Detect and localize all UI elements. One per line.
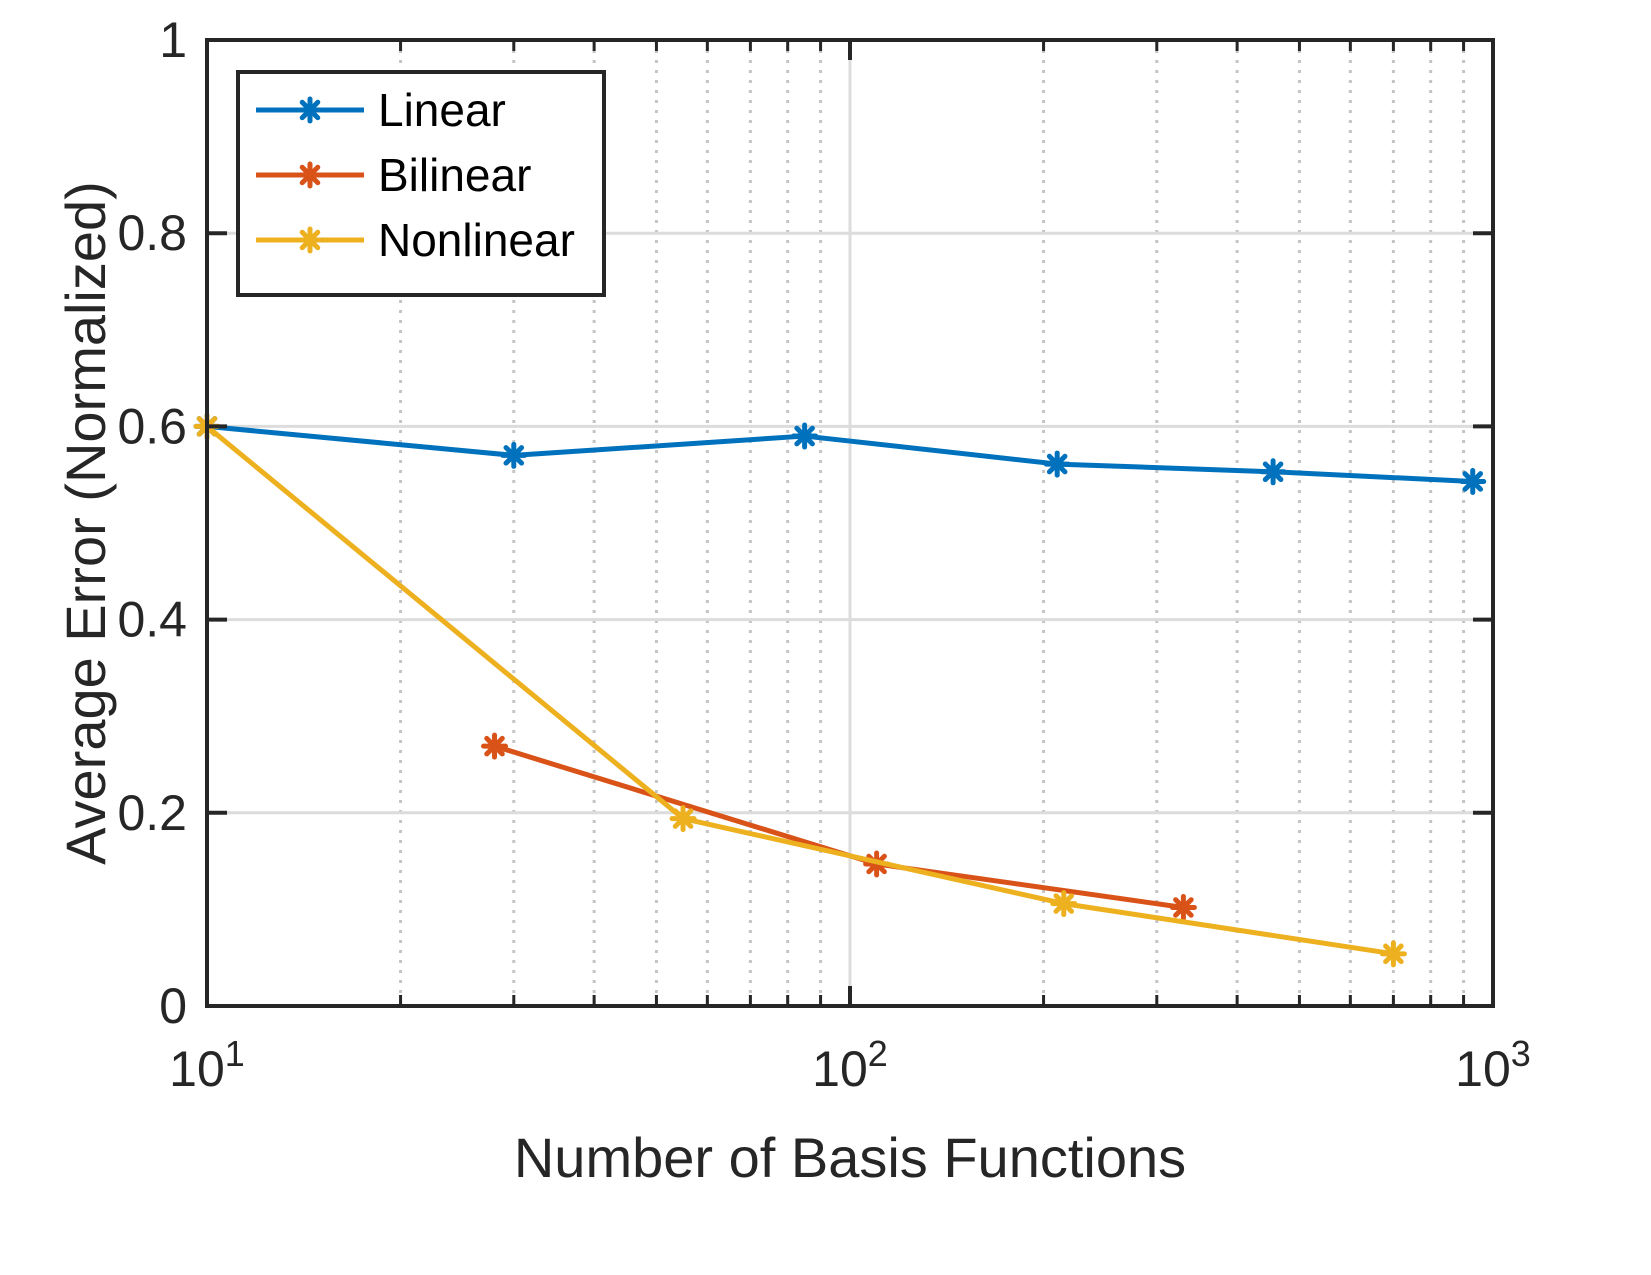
- marker-stroke: [484, 735, 505, 757]
- legend-marker: [296, 161, 324, 189]
- legend-label: Bilinear: [378, 149, 531, 201]
- x-tick-label: 103: [1455, 1033, 1531, 1097]
- x-axis-title: Number of Basis Functions: [514, 1126, 1186, 1189]
- data-point: [669, 805, 697, 833]
- marker-stroke: [299, 164, 321, 186]
- y-tick-label: 0: [159, 978, 187, 1034]
- marker-stroke: [1262, 461, 1284, 483]
- x-tick-label: 102: [812, 1033, 888, 1097]
- data-point: [1169, 893, 1197, 921]
- marker-stroke: [1462, 471, 1484, 492]
- axis-ticks: 101 102 103 0 0.2 0.4 0.6 0.8 1: [117, 12, 1530, 1097]
- legend-label: Nonlinear: [378, 214, 575, 266]
- legend: Linear Bilinear Nonlinear: [236, 70, 606, 297]
- data-point: [1379, 940, 1407, 968]
- marker-stroke: [794, 425, 815, 447]
- y-axis-title: Average Error (Normalized): [54, 181, 117, 865]
- data-point: [500, 441, 528, 469]
- data-point: [791, 422, 819, 450]
- marker-stroke: [503, 445, 525, 466]
- marker-stroke: [1383, 943, 1404, 965]
- marker-stroke: [1053, 893, 1075, 914]
- y-tick-label: 0.6: [117, 398, 187, 454]
- y-tick-label: 0.4: [117, 592, 187, 648]
- data-point: [1043, 450, 1071, 478]
- legend-item-bilinear: Bilinear: [256, 149, 531, 201]
- marker-stroke: [672, 808, 694, 829]
- series-line: [206, 423, 1473, 484]
- marker-stroke: [299, 229, 321, 251]
- series-line: [205, 424, 1394, 957]
- legend-box: [236, 70, 606, 297]
- data-point: [1459, 467, 1487, 495]
- legend-marker: [296, 96, 324, 124]
- y-tick-label: 1: [159, 12, 187, 68]
- marker-stroke: [299, 99, 321, 121]
- legend-item-nonlinear: Nonlinear: [256, 214, 575, 266]
- y-tick-label: 0.8: [117, 205, 187, 261]
- x-tick-label: 101: [169, 1033, 245, 1097]
- data-point: [481, 732, 509, 760]
- legend-label: Linear: [378, 84, 506, 136]
- data-point: [1259, 458, 1287, 486]
- legend-item-linear: Linear: [256, 84, 506, 136]
- grid: [207, 40, 1493, 1006]
- marker-stroke: [1046, 453, 1068, 475]
- marker-stroke: [1173, 897, 1194, 918]
- y-tick-label: 0.2: [117, 785, 187, 841]
- data-point: [1050, 890, 1078, 918]
- legend-marker: [296, 226, 324, 254]
